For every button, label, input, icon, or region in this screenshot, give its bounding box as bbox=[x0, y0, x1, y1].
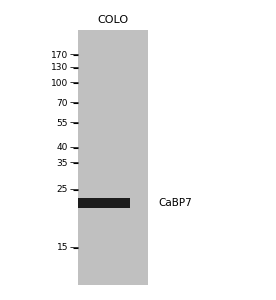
Text: 55: 55 bbox=[57, 118, 68, 127]
Text: 15: 15 bbox=[57, 244, 68, 253]
Text: —: — bbox=[70, 185, 79, 194]
Text: —: — bbox=[70, 79, 79, 88]
Text: —: — bbox=[70, 158, 79, 167]
Text: —: — bbox=[70, 143, 79, 152]
Bar bbox=[78, 198, 130, 208]
Text: 130: 130 bbox=[51, 64, 68, 73]
Text: 40: 40 bbox=[57, 143, 68, 152]
Text: 35: 35 bbox=[57, 158, 68, 167]
Text: 170: 170 bbox=[51, 50, 68, 59]
Text: 70: 70 bbox=[57, 98, 68, 107]
Text: —: — bbox=[70, 118, 79, 127]
Text: —: — bbox=[70, 98, 79, 107]
Text: —: — bbox=[70, 64, 79, 73]
Text: CaBP7: CaBP7 bbox=[158, 198, 192, 208]
Text: 25: 25 bbox=[57, 185, 68, 194]
Text: —: — bbox=[70, 50, 79, 59]
Text: 100: 100 bbox=[51, 79, 68, 88]
Text: —: — bbox=[70, 244, 79, 253]
Text: COLO: COLO bbox=[97, 15, 129, 25]
Bar bbox=[78, 30, 148, 285]
